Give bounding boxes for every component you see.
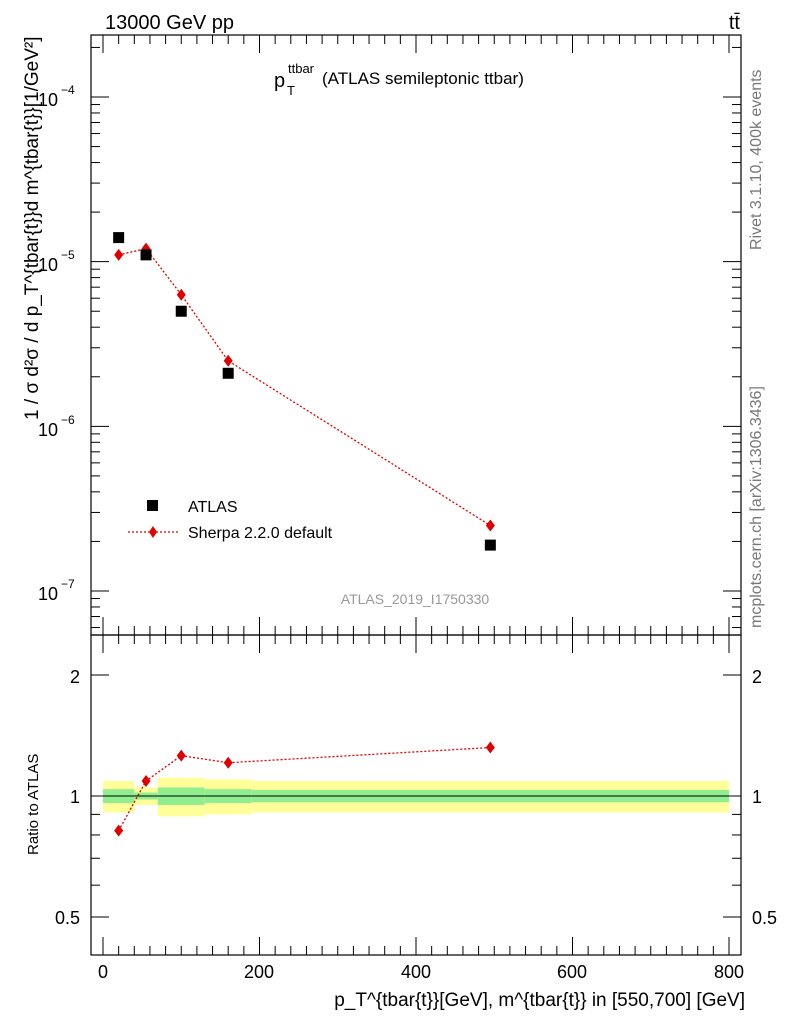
sherpa-point <box>176 288 186 301</box>
x-tick-label-800: 800 <box>714 962 744 982</box>
y-tick-exp-1e-7: −7 <box>61 577 75 591</box>
y-tick-label-1e-4: 10 <box>38 90 58 110</box>
legend-sherpa-label: Sherpa 2.2.0 default <box>188 525 333 542</box>
ratio-y-tick-labels: 2 1 0.5 2 1 0.5 <box>55 667 777 928</box>
main-x-ticks <box>102 35 730 635</box>
sherpa-point <box>485 519 495 532</box>
legend-atlas-marker <box>147 500 158 511</box>
legend-sherpa-marker <box>149 526 157 538</box>
atlas-point <box>222 367 234 379</box>
main-panel: 10 −4 10 −5 10 −6 10 −7 1 / σ d²σ / d p_… <box>22 34 742 636</box>
plot-title-sub: T <box>287 83 295 98</box>
ratio-y-ticks <box>91 674 741 918</box>
legend: ATLAS Sherpa 2.2.0 default <box>128 499 333 542</box>
ratio-x-ticks <box>102 635 730 955</box>
plot-title-main: p <box>274 70 285 92</box>
main-y-ticks <box>91 46 741 629</box>
atlas-point <box>113 232 125 244</box>
plot-title: p T ttbar (ATLAS semileptonic ttbar) <box>274 61 524 98</box>
y-tick-exp-1e-4: −4 <box>61 83 75 97</box>
atlas-point <box>484 539 496 551</box>
ratio-point <box>485 741 495 754</box>
plot-title-sup: ttbar <box>288 61 315 76</box>
ratio-tick-label-right-2: 2 <box>752 667 762 687</box>
atlas-point <box>175 305 187 317</box>
ratio-tick-label-right-05: 0.5 <box>752 908 777 928</box>
y-tick-exp-1e-6: −6 <box>61 413 75 427</box>
main-y-tick-labels: 10 −4 10 −5 10 −6 10 −7 <box>38 83 75 604</box>
ratio-point <box>176 749 186 762</box>
legend-atlas-label: ATLAS <box>188 499 238 516</box>
ratio-tick-label-right-1: 1 <box>752 787 762 807</box>
mcplots-label: mcplots.cern.ch [arXiv:1306.3436] <box>748 386 765 628</box>
main-y-axis-label: 1 / σ d²σ / d p_T^{tbar{t}}d m^{tbar{t}}… <box>22 36 43 420</box>
ratio-point <box>114 824 124 837</box>
ratio-sherpa-series <box>114 741 495 837</box>
atlas-point <box>140 249 152 261</box>
energy-label: 13000 GeV pp <box>105 12 234 34</box>
ratio-point <box>141 774 151 787</box>
x-tick-label-200: 200 <box>244 962 274 982</box>
atlas-series <box>113 232 496 551</box>
ratio-tick-label-left-1: 1 <box>70 787 80 807</box>
x-tick-label-400: 400 <box>401 962 431 982</box>
uncertainty-bands <box>103 777 730 817</box>
ratio-tick-label-left-2: 2 <box>70 667 80 687</box>
y-tick-label-1e-6: 10 <box>38 420 58 440</box>
ratio-point <box>223 756 233 769</box>
x-tick-label-600: 600 <box>557 962 587 982</box>
analysis-id: ATLAS_2019_I1750330 <box>341 591 490 607</box>
y-tick-exp-1e-5: −5 <box>61 248 75 262</box>
plot-title-rest: (ATLAS semileptonic ttbar) <box>322 69 524 88</box>
sherpa-line <box>118 247 491 527</box>
ratio-tick-label-left-05: 0.5 <box>55 908 80 928</box>
ratio-y-axis-label: Ratio to ATLAS <box>25 754 42 855</box>
y-tick-label-1e-5: 10 <box>38 255 58 275</box>
sherpa-point <box>223 354 233 367</box>
x-tick-labels: 0 200 400 600 800 <box>98 962 744 982</box>
process-label: tt̄ <box>729 12 741 34</box>
y-tick-label-1e-7: 10 <box>38 584 58 604</box>
sherpa-series <box>114 242 495 532</box>
ratio-panel: 2 1 0.5 2 1 0.5 Ratio to ATLAS 0 200 400… <box>25 634 777 1011</box>
x-tick-label-0: 0 <box>98 962 108 982</box>
sherpa-point <box>114 248 124 261</box>
x-axis-label: p_T^{tbar{t}}[GeV], m^{tbar{t}} in [550,… <box>334 990 745 1011</box>
rivet-label: Rivet 3.1.10, 400k events <box>748 69 765 250</box>
main-frame <box>90 34 742 636</box>
